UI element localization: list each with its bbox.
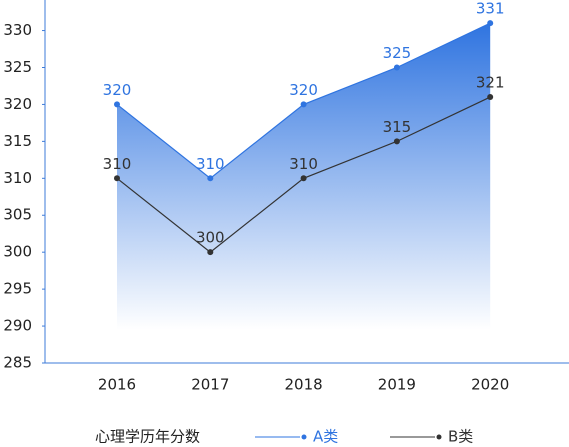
legend-dot	[436, 434, 442, 440]
data-label: 320	[103, 81, 132, 99]
x-tick-label: 2018	[285, 376, 323, 394]
data-label: 310	[103, 155, 132, 173]
point	[207, 175, 214, 182]
legend-title: 心理学历年分数	[95, 428, 200, 446]
y-tick-label: 330	[3, 21, 32, 39]
y-tick-label: 305	[3, 206, 32, 224]
y-tick-label: 295	[3, 280, 32, 298]
point	[300, 101, 307, 108]
data-label: 331	[476, 0, 505, 18]
y-tick-label: 285	[3, 354, 32, 372]
data-label: 310	[196, 155, 225, 173]
point	[487, 20, 494, 27]
y-tick-label: 325	[3, 58, 32, 76]
y-tick-label: 300	[3, 243, 32, 261]
data-label: 320	[289, 81, 318, 99]
point	[487, 94, 494, 101]
data-label: 300	[196, 229, 225, 247]
y-tick-label: 320	[3, 95, 32, 113]
x-tick-label: 2016	[98, 376, 136, 394]
point	[114, 175, 120, 182]
point	[300, 175, 307, 182]
legend-label: B类	[448, 428, 473, 446]
point	[393, 64, 400, 71]
data-label: 310	[289, 155, 318, 173]
point	[114, 101, 120, 108]
y-tick-label: 290	[3, 317, 32, 335]
data-label: 321	[476, 74, 505, 92]
x-tick-label: 2019	[378, 376, 416, 394]
point	[207, 249, 214, 256]
y-tick-label: 315	[3, 132, 32, 150]
y-tick-label: 310	[3, 169, 32, 187]
x-tick-label: 2020	[471, 376, 509, 394]
data-label: 315	[383, 118, 412, 136]
x-tick-label: 2017	[191, 376, 229, 394]
point	[393, 138, 400, 145]
legend-dot	[301, 434, 307, 440]
data-label: 325	[383, 44, 412, 62]
legend-label: A类	[313, 428, 338, 446]
